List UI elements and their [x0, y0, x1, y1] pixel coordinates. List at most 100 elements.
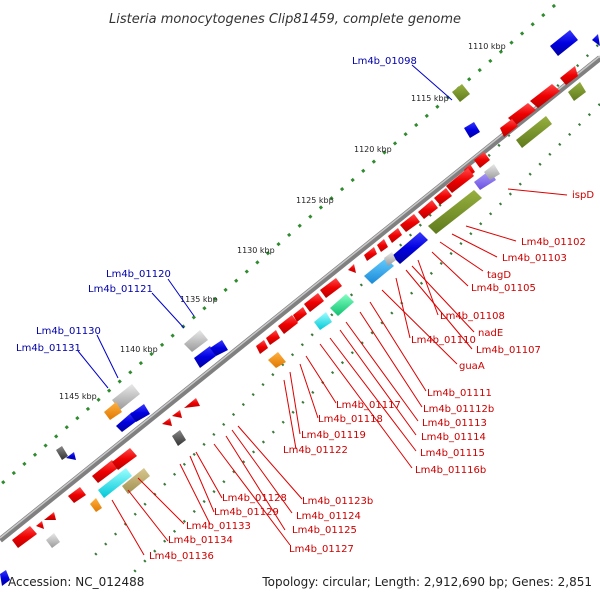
gene-feature — [452, 84, 470, 102]
gene-feature — [434, 188, 452, 205]
gene-label[interactable]: Lm4b_01117 — [336, 400, 401, 411]
map-title: Listeria monocytogenes Clip81459, comple… — [109, 12, 461, 27]
gene-feature — [0, 570, 10, 586]
gene-label[interactable]: Lm4b_01122 — [283, 445, 348, 456]
gene-feature — [388, 228, 402, 243]
gene-feature — [98, 468, 132, 498]
gene-label[interactable]: Lm4b_01108 — [440, 311, 505, 322]
gene-feature — [464, 122, 480, 138]
gene-label[interactable]: Lm4b_01111 — [427, 388, 492, 399]
gene-feature — [172, 430, 186, 446]
gene-label[interactable]: Lm4b_01123b — [302, 496, 373, 507]
gene-feature — [122, 468, 150, 494]
gene-label[interactable]: Lm4b_01119 — [301, 430, 366, 441]
tick-label: 1135 kbp — [180, 295, 218, 304]
gene-feature — [474, 152, 490, 168]
gene-feature — [56, 446, 68, 460]
tick-label: 1120 kbp — [354, 145, 392, 154]
second-row-genes — [46, 82, 586, 548]
gene-feature — [210, 340, 228, 356]
gene-feature — [384, 252, 396, 266]
gene-feature — [392, 232, 428, 264]
gene-label[interactable]: Lm4b_01124 — [296, 511, 361, 522]
gene-feature — [377, 239, 388, 252]
gene-label[interactable]: Lm4b_01103 — [502, 253, 567, 264]
gene-feature — [400, 214, 420, 232]
gene-feature — [516, 116, 552, 148]
gene-label[interactable]: Lm4b_01114 — [421, 432, 486, 443]
gene-label[interactable]: Lm4b_01116b — [415, 465, 486, 476]
gene-feature — [92, 460, 118, 483]
gene-feature — [530, 84, 560, 108]
gene-feature — [314, 312, 332, 330]
gene-label[interactable]: Lm4b_01120 — [106, 269, 171, 280]
reverse-strand-genes — [0, 30, 600, 586]
gene-label[interactable]: Lm4b_01102 — [521, 237, 586, 248]
gene-label[interactable]: guaA — [459, 361, 485, 372]
reverse-gene-labels: Lm4b_01098 Lm4b_01120 Lm4b_01121 Lm4b_01… — [16, 56, 417, 354]
gene-feature — [46, 533, 60, 548]
gene-feature — [130, 404, 150, 422]
gene-label[interactable]: Lm4b_01134 — [168, 535, 233, 546]
gene-feature — [68, 487, 86, 503]
gene-feature — [12, 526, 37, 548]
gene-label[interactable]: Lm4b_01128 — [222, 493, 287, 504]
gene-feature — [428, 190, 482, 234]
tick-label: 1125 kbp — [296, 196, 334, 205]
gene-feature — [330, 294, 354, 316]
gene-feature — [418, 200, 438, 219]
gene-label[interactable]: Lm4b_01136 — [149, 551, 214, 562]
gene-label[interactable]: Lm4b_01121 — [88, 284, 153, 295]
gene-feature — [112, 448, 137, 470]
gene-feature — [36, 521, 44, 529]
gene-label[interactable]: nadE — [478, 328, 503, 339]
gene-feature — [266, 330, 280, 345]
gene-feature — [348, 264, 356, 273]
gene-feature — [256, 340, 268, 354]
gene-feature — [278, 315, 298, 334]
gene-feature — [112, 384, 140, 410]
gene-label[interactable]: Lm4b_01133 — [186, 521, 251, 532]
gene-feature — [446, 168, 474, 193]
gene-feature — [172, 410, 182, 418]
gene-label[interactable]: Lm4b_01105 — [471, 283, 536, 294]
gene-label[interactable]: Lm4b_01112b — [423, 404, 494, 415]
tick-label: 1110 kbp — [468, 42, 506, 51]
kbp-ticks: 1110 kbp 1115 kbp 1120 kbp 1125 kbp 1130… — [59, 42, 506, 401]
gene-label[interactable]: Lm4b_01113 — [422, 418, 487, 429]
gene-feature — [304, 293, 324, 312]
gene-label[interactable]: Lm4b_01127 — [289, 544, 354, 555]
gene-feature — [592, 34, 600, 46]
gene-feature — [560, 66, 578, 85]
gene-feature — [484, 164, 500, 180]
dotted-guide-tracks — [0, 3, 600, 579]
gene-feature — [194, 346, 216, 368]
gene-label[interactable]: Lm4b_01118 — [318, 414, 383, 425]
gene-feature — [268, 352, 286, 368]
gene-feature — [364, 258, 394, 284]
tick-label: 1140 kbp — [120, 345, 158, 354]
gene-label[interactable]: Lm4b_01125 — [292, 525, 357, 536]
gene-label[interactable]: Lm4b_01107 — [476, 345, 541, 356]
gene-label[interactable]: Lm4b_01110 — [411, 335, 476, 346]
gene-feature — [90, 498, 102, 512]
gene-label[interactable]: Lm4b_01129 — [214, 507, 279, 518]
gene-label[interactable]: Lm4b_01098 — [352, 56, 417, 67]
gene-feature — [184, 330, 208, 352]
forward-strand-genes — [12, 66, 578, 548]
gene-label[interactable]: Lm4b_01130 — [36, 326, 101, 337]
tick-label: 1130 kbp — [237, 246, 275, 255]
gene-label[interactable]: ispD — [572, 190, 594, 201]
genome-stats-text: Topology: circular; Length: 2,912,690 bp… — [261, 575, 592, 589]
gene-label[interactable]: tagD — [487, 270, 511, 281]
genome-backbone — [0, 55, 600, 543]
gene-feature — [550, 30, 578, 56]
gene-feature — [293, 307, 307, 322]
gene-feature — [568, 82, 586, 101]
accession-text: Accession: NC_012488 — [8, 575, 144, 589]
tick-label: 1115 kbp — [411, 94, 449, 103]
gene-label[interactable]: Lm4b_01115 — [420, 448, 485, 459]
gene-label[interactable]: Lm4b_01131 — [16, 343, 81, 354]
gene-feature — [320, 278, 342, 298]
